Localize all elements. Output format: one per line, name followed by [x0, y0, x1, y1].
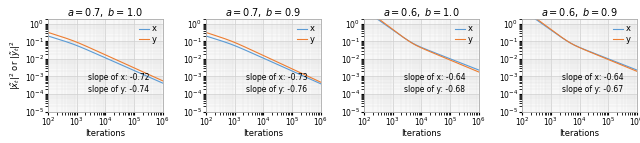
x: [366, 13, 374, 15]
y: [413, 45, 420, 47]
y: [314, 80, 321, 81]
Title: $a = 0.6,\ b = 0.9$: $a = 0.6,\ b = 0.9$: [541, 6, 618, 19]
x: [44, 35, 52, 37]
x: [50, 37, 58, 39]
y: [208, 33, 216, 35]
Line: y: y: [48, 32, 163, 81]
x: [633, 69, 640, 71]
x: [475, 69, 483, 71]
x: [202, 35, 210, 37]
x: [317, 83, 324, 85]
x: [208, 37, 216, 39]
y: [609, 60, 616, 62]
x: [630, 68, 637, 69]
Title: $a = 0.6,\ b = 1.0$: $a = 0.6,\ b = 1.0$: [383, 6, 460, 19]
y: [633, 70, 640, 72]
y: [366, 12, 374, 13]
X-axis label: Iterations: Iterations: [559, 130, 600, 139]
Line: x: x: [522, 10, 637, 70]
y: [97, 52, 104, 54]
y: [156, 78, 163, 80]
x: [97, 55, 104, 57]
x: [518, 9, 526, 11]
y: [134, 69, 142, 71]
x: [630, 68, 637, 69]
Title: $a = 0.7,\ b = 1.0$: $a = 0.7,\ b = 1.0$: [67, 6, 143, 19]
y: [360, 7, 368, 9]
y: [518, 7, 526, 9]
Text: slope of x: -0.64
slope of y: -0.67: slope of x: -0.64 slope of y: -0.67: [563, 73, 624, 94]
y: [156, 78, 163, 80]
y: [472, 70, 479, 71]
Title: $a = 0.7,\ b = 0.9$: $a = 0.7,\ b = 0.9$: [225, 6, 301, 19]
Line: x: x: [364, 10, 479, 70]
Legend: x, y: x, y: [454, 23, 474, 45]
Line: y: y: [364, 8, 479, 72]
y: [292, 70, 300, 72]
x: [524, 13, 532, 15]
y: [159, 80, 166, 82]
y: [524, 12, 532, 13]
x: [574, 46, 582, 48]
X-axis label: Iterations: Iterations: [85, 130, 125, 139]
X-axis label: Iterations: Iterations: [401, 130, 442, 139]
y: [630, 69, 637, 71]
y: [416, 46, 424, 48]
Text: slope of x: -0.73
slope of y: -0.76: slope of x: -0.73 slope of y: -0.76: [246, 73, 308, 94]
Line: y: y: [522, 8, 637, 71]
x: [472, 68, 479, 69]
Line: x: x: [206, 36, 321, 84]
Line: y: y: [206, 32, 321, 82]
y: [574, 46, 582, 48]
x: [134, 72, 142, 73]
y: [50, 33, 58, 35]
x: [609, 60, 616, 61]
x: [472, 68, 479, 69]
y: [317, 81, 324, 83]
y: [472, 70, 479, 71]
x: [451, 60, 458, 61]
x: [314, 81, 321, 83]
Text: slope of x: -0.72
slope of y: -0.74: slope of x: -0.72 slope of y: -0.74: [88, 73, 150, 94]
y: [630, 69, 637, 71]
x: [159, 82, 166, 84]
Y-axis label: $|\tilde{x}_t|^2$ or $|\tilde{y}_t|^2$: $|\tilde{x}_t|^2$ or $|\tilde{y}_t|^2$: [9, 40, 23, 90]
y: [451, 61, 458, 63]
x: [156, 81, 163, 82]
Legend: x, y: x, y: [612, 23, 632, 45]
x: [156, 81, 163, 82]
x: [314, 81, 321, 83]
y: [44, 31, 52, 33]
y: [202, 32, 210, 33]
y: [571, 45, 579, 46]
y: [255, 52, 262, 54]
x: [100, 56, 108, 58]
y: [258, 54, 266, 56]
Legend: x, y: x, y: [296, 23, 316, 45]
Line: x: x: [48, 36, 163, 83]
x: [258, 57, 266, 58]
Text: slope of x: -0.64
slope of y: -0.68: slope of x: -0.64 slope of y: -0.68: [404, 73, 466, 94]
X-axis label: Iterations: Iterations: [243, 130, 284, 139]
x: [360, 9, 368, 11]
y: [100, 53, 108, 55]
x: [292, 72, 300, 74]
y: [314, 80, 321, 82]
Legend: x, y: x, y: [138, 23, 158, 45]
x: [255, 55, 262, 57]
x: [571, 44, 579, 46]
x: [416, 46, 424, 48]
x: [413, 44, 420, 46]
y: [475, 71, 483, 73]
